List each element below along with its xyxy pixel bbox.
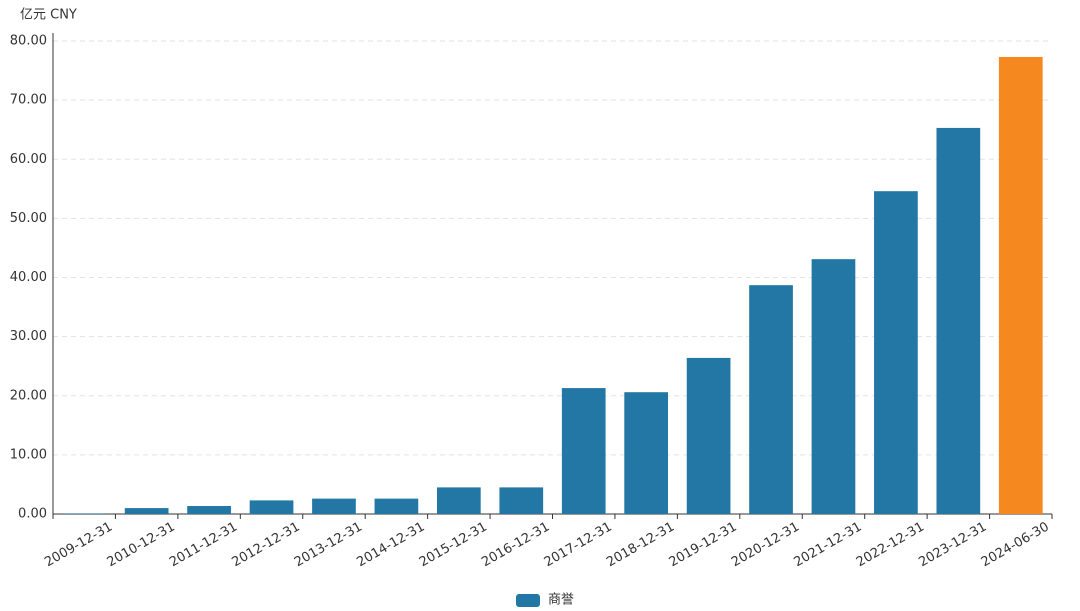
y-tick-label: 10.00 (10, 447, 47, 462)
bar (187, 506, 231, 514)
x-tick-label: 2021-12-31 (791, 520, 864, 571)
bar (436, 487, 481, 514)
x-tick-label: 2009-12-31 (42, 520, 115, 571)
bar (374, 498, 419, 514)
x-tick-label: 2010-12-31 (105, 520, 178, 571)
legend-label: 商誉 (548, 593, 574, 608)
x-tick-label: 2012-12-31 (230, 520, 303, 571)
x-tick-label: 2017-12-31 (542, 520, 615, 571)
bar (312, 498, 356, 514)
y-tick-label: 40.00 (10, 270, 47, 285)
y-tick-label: 20.00 (10, 388, 47, 403)
bar (62, 513, 107, 514)
y-tick-label: 30.00 (10, 329, 47, 344)
bar (499, 487, 544, 514)
x-tick-label: 2020-12-31 (729, 520, 802, 571)
x-tick-label: 2024-06-30 (979, 520, 1052, 571)
bar (749, 285, 793, 514)
bar (624, 392, 669, 514)
x-tick-label: 2022-12-31 (854, 520, 927, 571)
x-tick-label: 2016-12-31 (479, 520, 552, 571)
x-tick-label: 2011-12-31 (167, 520, 240, 571)
legend-swatch (516, 594, 540, 607)
y-tick-label: 0.00 (18, 507, 47, 522)
bar (686, 357, 731, 514)
bar (998, 56, 1043, 515)
x-tick-label: 2023-12-31 (916, 520, 989, 571)
bar (874, 191, 918, 515)
bar (811, 259, 856, 514)
y-axis-title: 亿元 CNY (20, 8, 77, 23)
bar (249, 500, 294, 514)
y-tick-label: 60.00 (10, 152, 47, 167)
y-tick-label: 70.00 (10, 93, 47, 108)
bar (124, 508, 169, 514)
x-tick-label: 2015-12-31 (417, 520, 490, 571)
x-tick-label: 2013-12-31 (292, 520, 365, 571)
x-tick-label: 2014-12-31 (354, 520, 427, 571)
x-tick-label: 2019-12-31 (667, 520, 740, 571)
x-tick-label: 2018-12-31 (604, 520, 677, 571)
bar (561, 388, 606, 514)
bar (936, 127, 981, 514)
y-tick-label: 50.00 (10, 211, 47, 226)
y-tick-label: 80.00 (10, 34, 47, 49)
